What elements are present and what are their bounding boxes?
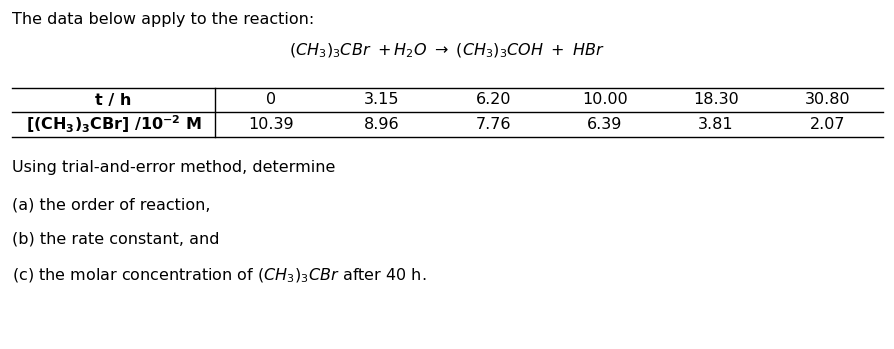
- Text: 10.39: 10.39: [248, 117, 293, 132]
- Text: 2.07: 2.07: [809, 117, 844, 132]
- Text: (a) the order of reaction,: (a) the order of reaction,: [12, 197, 210, 212]
- Text: 6.39: 6.39: [586, 117, 621, 132]
- Text: 8.96: 8.96: [364, 117, 400, 132]
- Text: t / h: t / h: [95, 92, 131, 107]
- Text: 6.20: 6.20: [475, 92, 510, 107]
- Text: 3.81: 3.81: [697, 117, 733, 132]
- Text: $(CH_3)_3CBr\ +H_2O\ \rightarrow\ (CH_3)_3COH\ +\ HBr$: $(CH_3)_3CBr\ +H_2O\ \rightarrow\ (CH_3)…: [289, 42, 604, 60]
- Text: 30.80: 30.80: [804, 92, 849, 107]
- Text: 10.00: 10.00: [581, 92, 627, 107]
- Text: Using trial-and-error method, determine: Using trial-and-error method, determine: [12, 160, 335, 175]
- Text: The data below apply to the reaction:: The data below apply to the reaction:: [12, 12, 314, 27]
- Text: $\mathbf{[(CH_3)_3CBr]\ /10^{-2}\ M}$: $\mathbf{[(CH_3)_3CBr]\ /10^{-2}\ M}$: [26, 114, 201, 135]
- Text: 7.76: 7.76: [475, 117, 510, 132]
- Text: 18.30: 18.30: [692, 92, 738, 107]
- Text: 0: 0: [266, 92, 275, 107]
- Text: (b) the rate constant, and: (b) the rate constant, and: [12, 232, 219, 247]
- Text: (c) the molar concentration of $(CH_3)_3CBr$ after 40 h.: (c) the molar concentration of $(CH_3)_3…: [12, 267, 426, 285]
- Text: 3.15: 3.15: [364, 92, 400, 107]
